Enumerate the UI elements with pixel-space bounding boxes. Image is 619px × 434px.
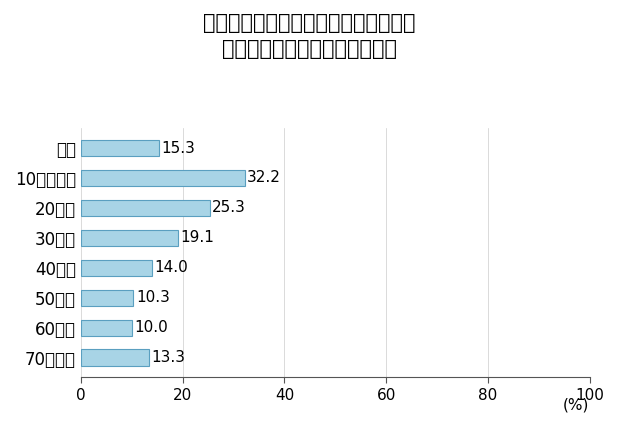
Text: 信頼する著名人やインフルエンサーが
勧めた商品であれば信用できる: 信頼する著名人やインフルエンサーが 勧めた商品であれば信用できる xyxy=(203,13,416,59)
Bar xyxy=(81,140,159,156)
Text: 19.1: 19.1 xyxy=(181,230,215,245)
Text: 25.3: 25.3 xyxy=(212,201,246,215)
Text: (%): (%) xyxy=(563,397,589,412)
Text: 15.3: 15.3 xyxy=(162,141,195,155)
Bar xyxy=(81,200,210,216)
Text: 14.0: 14.0 xyxy=(155,260,188,275)
Text: 10.3: 10.3 xyxy=(136,290,170,305)
Text: 10.0: 10.0 xyxy=(134,320,168,335)
Bar xyxy=(81,260,152,276)
Bar xyxy=(81,170,245,186)
Bar xyxy=(81,319,132,336)
Bar xyxy=(81,289,133,306)
Bar xyxy=(81,230,178,246)
Text: 13.3: 13.3 xyxy=(151,350,185,365)
Bar xyxy=(81,349,149,366)
Text: 32.2: 32.2 xyxy=(248,171,281,185)
